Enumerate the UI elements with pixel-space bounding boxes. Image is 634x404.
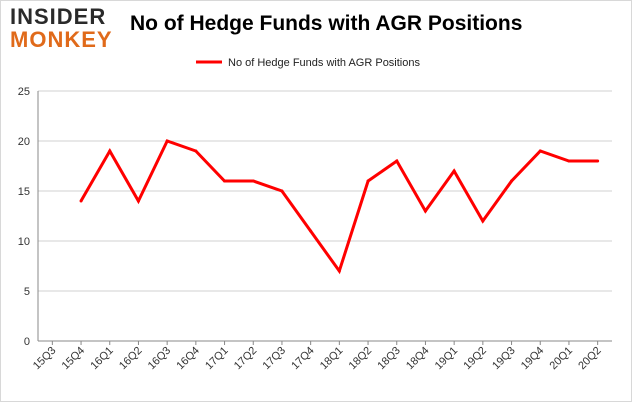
x-tick-label-18Q1: 18Q1 — [318, 345, 346, 373]
logo-top-text: INSIDER — [10, 4, 107, 29]
x-tick-labels: 15Q3 15Q4 16Q1 16Q2 16Q3 16Q4 17Q1 17Q2 17Q3 17Q4… — [31, 345, 604, 373]
data-point-19Q3 — [510, 179, 514, 183]
data-point-16Q3 — [165, 139, 169, 143]
data-point-15Q4 — [79, 199, 83, 203]
legend-label: No of Hedge Funds with AGR Positions — [228, 57, 420, 69]
x-tick-label-19Q2: 19Q2 — [461, 345, 489, 373]
legend: No of Hedge Funds with AGR Positions — [196, 57, 420, 69]
data-point-17Q3 — [280, 189, 284, 193]
data-point-19Q4 — [538, 149, 542, 153]
x-tick-label-18Q4: 18Q4 — [404, 345, 432, 373]
data-point-17Q1 — [223, 179, 227, 183]
x-tick-label-19Q1: 19Q1 — [433, 345, 461, 373]
data-point-18Q2 — [366, 179, 370, 183]
y-tick-labels: 0 5 10 15 20 25 — [18, 86, 30, 348]
data-point-17Q4 — [309, 229, 313, 233]
x-tick-label-17Q1: 17Q1 — [203, 345, 231, 373]
data-point-16Q4 — [194, 149, 198, 153]
chart-title: No of Hedge Funds with AGR Positions — [130, 12, 523, 35]
y-tick-label-15: 15 — [18, 186, 30, 198]
x-tick-label-17Q2: 17Q2 — [232, 345, 260, 373]
data-point-18Q3 — [395, 159, 399, 163]
y-tick-label-5: 5 — [24, 286, 30, 298]
x-tick-label-18Q2: 18Q2 — [347, 345, 375, 373]
x-tick-label-15Q3: 15Q3 — [31, 345, 59, 373]
x-tick-label-20Q2: 20Q2 — [576, 345, 604, 373]
data-point-16Q1 — [108, 149, 112, 153]
x-tick-label-19Q4: 19Q4 — [519, 345, 547, 373]
logo-bottom-text: MONKEY — [10, 27, 113, 52]
data-point-19Q1 — [452, 169, 456, 173]
data-point-17Q2 — [251, 179, 255, 183]
y-tick-label-20: 20 — [18, 136, 30, 148]
data-point-18Q1 — [337, 269, 341, 273]
y-tick-label-10: 10 — [18, 236, 30, 248]
series-group — [79, 139, 600, 275]
x-tick-label-16Q1: 16Q1 — [88, 345, 116, 373]
axes — [37, 91, 612, 345]
x-tick-label-17Q3: 17Q3 — [261, 345, 289, 373]
x-tick-label-16Q3: 16Q3 — [146, 345, 174, 373]
y-tick-label-25: 25 — [18, 86, 30, 98]
data-point-19Q2 — [481, 219, 485, 223]
x-tick-label-17Q4: 17Q4 — [289, 345, 317, 373]
x-tick-label-16Q4: 16Q4 — [174, 345, 202, 373]
insider-monkey-logo: INSIDER MONKEY — [10, 6, 120, 52]
y-tick-label-0: 0 — [24, 336, 30, 348]
data-point-18Q4 — [423, 209, 427, 213]
x-tick-label-20Q1: 20Q1 — [548, 345, 576, 373]
series-line-0 — [79, 139, 598, 275]
data-point-20Q2 — [596, 159, 600, 163]
x-tick-label-15Q4: 15Q4 — [60, 345, 88, 373]
x-tick-label-16Q2: 16Q2 — [117, 345, 145, 373]
x-tick-label-18Q3: 18Q3 — [375, 345, 403, 373]
data-point-16Q2 — [136, 199, 140, 203]
data-point-20Q1 — [567, 159, 571, 163]
x-tick-label-19Q3: 19Q3 — [490, 345, 518, 373]
gridlines — [38, 90, 612, 292]
